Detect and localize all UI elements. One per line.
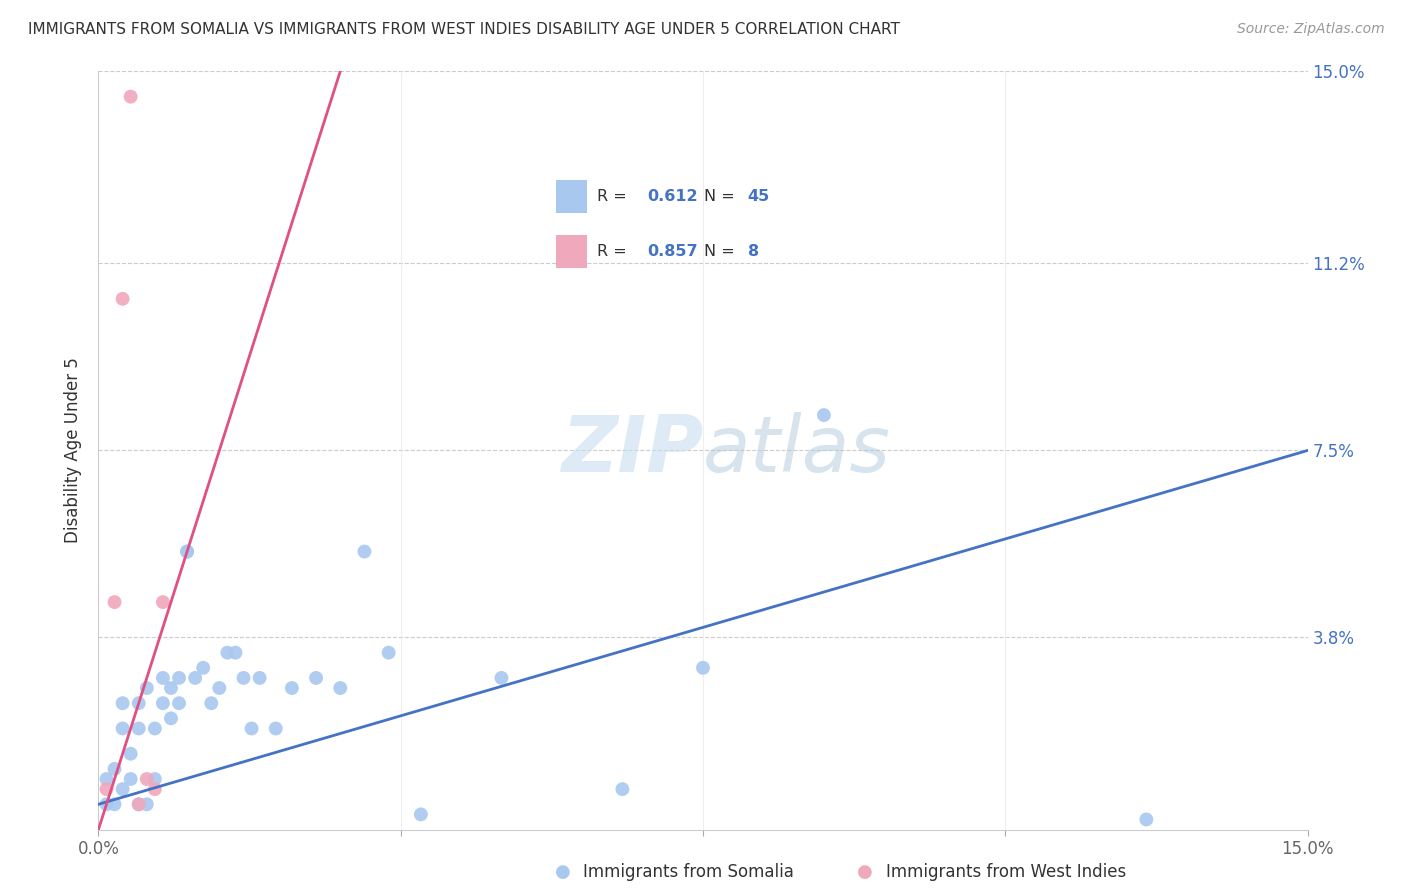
Point — [305, 671, 328, 685]
Text: 0.612: 0.612 — [647, 189, 697, 204]
Point — [281, 681, 304, 695]
Text: ●: ● — [554, 863, 571, 881]
Point — [111, 292, 134, 306]
Point — [353, 544, 375, 558]
Point — [409, 807, 432, 822]
Point — [143, 782, 166, 797]
Point — [217, 646, 239, 660]
Text: 8: 8 — [748, 244, 759, 259]
Point — [167, 671, 190, 685]
Point — [813, 408, 835, 422]
Point — [103, 797, 125, 812]
Point — [135, 681, 157, 695]
Point — [111, 696, 134, 710]
Point — [232, 671, 254, 685]
Point — [96, 782, 118, 797]
Point — [200, 696, 222, 710]
Point — [143, 772, 166, 786]
Point — [96, 797, 118, 812]
Point — [491, 671, 513, 685]
Text: ●: ● — [856, 863, 873, 881]
Text: R =: R = — [596, 189, 631, 204]
Point — [176, 544, 198, 558]
Text: N =: N = — [704, 189, 741, 204]
Point — [224, 646, 246, 660]
Point — [160, 681, 183, 695]
Point — [135, 797, 157, 812]
Point — [249, 671, 271, 685]
Bar — [555, 235, 586, 268]
Point — [103, 762, 125, 776]
Point — [152, 595, 174, 609]
Text: 45: 45 — [748, 189, 770, 204]
Y-axis label: Disability Age Under 5: Disability Age Under 5 — [65, 358, 83, 543]
Point — [120, 772, 142, 786]
Point — [184, 671, 207, 685]
Point — [160, 711, 183, 725]
Point — [176, 544, 198, 558]
Point — [128, 722, 150, 736]
Point — [111, 722, 134, 736]
Point — [167, 696, 190, 710]
Point — [264, 722, 287, 736]
Text: atlas: atlas — [703, 412, 891, 489]
Point — [193, 661, 215, 675]
Point — [143, 722, 166, 736]
Point — [612, 782, 634, 797]
Point — [152, 696, 174, 710]
Text: Immigrants from West Indies: Immigrants from West Indies — [886, 863, 1126, 881]
Point — [96, 772, 118, 786]
Bar — [555, 180, 586, 213]
Text: 0.857: 0.857 — [647, 244, 697, 259]
Point — [1135, 813, 1157, 827]
Point — [377, 646, 399, 660]
Point — [208, 681, 231, 695]
Text: Source: ZipAtlas.com: Source: ZipAtlas.com — [1237, 22, 1385, 37]
Point — [128, 797, 150, 812]
Text: R =: R = — [596, 244, 631, 259]
Point — [111, 782, 134, 797]
Text: IMMIGRANTS FROM SOMALIA VS IMMIGRANTS FROM WEST INDIES DISABILITY AGE UNDER 5 CO: IMMIGRANTS FROM SOMALIA VS IMMIGRANTS FR… — [28, 22, 900, 37]
Point — [329, 681, 352, 695]
Point — [103, 595, 125, 609]
Text: Immigrants from Somalia: Immigrants from Somalia — [583, 863, 794, 881]
Point — [128, 696, 150, 710]
Point — [240, 722, 263, 736]
Point — [135, 772, 157, 786]
Point — [120, 89, 142, 103]
Text: N =: N = — [704, 244, 745, 259]
Text: ZIP: ZIP — [561, 412, 703, 489]
Point — [128, 797, 150, 812]
Point — [692, 661, 714, 675]
Point — [120, 747, 142, 761]
Point — [152, 671, 174, 685]
